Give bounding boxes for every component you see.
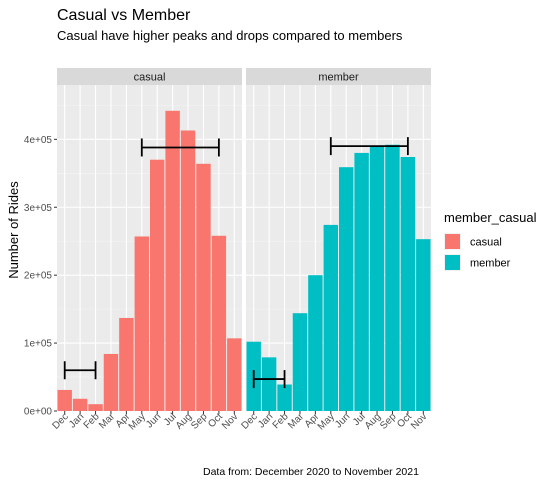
bar bbox=[261, 357, 277, 411]
legend-swatch bbox=[445, 255, 460, 270]
bar bbox=[385, 144, 400, 411]
legend-label: casual bbox=[470, 237, 502, 249]
bar bbox=[180, 130, 196, 412]
bar bbox=[227, 338, 242, 411]
bar bbox=[400, 156, 416, 411]
bar bbox=[416, 239, 431, 411]
bar bbox=[354, 152, 369, 411]
bar bbox=[150, 159, 165, 411]
bar bbox=[292, 313, 308, 411]
bar bbox=[134, 236, 149, 411]
legend-title: member_casual bbox=[444, 210, 537, 225]
legend-label: member bbox=[470, 258, 511, 270]
bar bbox=[57, 389, 72, 411]
bar bbox=[119, 317, 134, 411]
bar bbox=[323, 224, 338, 411]
bar bbox=[369, 145, 385, 411]
x-tick-label: Nov bbox=[220, 411, 240, 431]
bar bbox=[277, 384, 292, 411]
y-tick-label: 3e+05 bbox=[24, 203, 53, 214]
x-tick-label: Jun bbox=[144, 411, 163, 430]
legend-swatch bbox=[445, 234, 460, 249]
bar bbox=[211, 235, 227, 411]
x-tick-label: Nov bbox=[409, 411, 429, 431]
y-tick-label: 4e+05 bbox=[24, 135, 53, 146]
x-tick-label: Jun bbox=[333, 411, 352, 430]
bar bbox=[165, 110, 180, 411]
bar bbox=[103, 353, 119, 411]
facet-strip-label: member bbox=[318, 72, 359, 84]
y-tick-label: 2e+05 bbox=[24, 271, 53, 282]
chart-title: Casual vs Member bbox=[57, 7, 191, 24]
bar bbox=[88, 404, 103, 411]
facet-strip-label: casual bbox=[134, 72, 166, 84]
y-tick-label: 0e+00 bbox=[24, 407, 53, 418]
bar bbox=[72, 398, 88, 411]
bar bbox=[308, 275, 323, 411]
bar bbox=[196, 163, 211, 411]
facet-strip bbox=[246, 68, 431, 85]
facet-strip bbox=[57, 68, 242, 85]
caption: Data from: December 2020 to November 202… bbox=[203, 466, 419, 478]
chart-subtitle: Casual have higher peaks and drops compa… bbox=[57, 28, 403, 43]
y-tick-label: 1e+05 bbox=[24, 339, 53, 350]
y-axis-title: Number of Rides bbox=[6, 181, 21, 279]
bar bbox=[339, 167, 354, 411]
